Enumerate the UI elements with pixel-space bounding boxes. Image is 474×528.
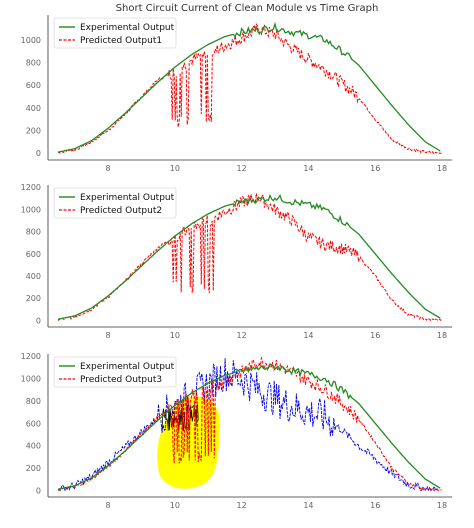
- overlap-dark-trace: [161, 403, 199, 432]
- y-tick-label: 400: [26, 442, 41, 451]
- y-tick-label: 200: [26, 127, 41, 136]
- y-tick-label: 0: [36, 149, 41, 158]
- series-experimental-output: [57, 193, 441, 320]
- legend-label-experimental: Experimental Output: [80, 193, 175, 203]
- x-tick-label: 10: [170, 501, 180, 510]
- x-tick-label: 8: [106, 501, 111, 510]
- chart-panel-3: 0 200 400 600 800 1000 1200 8 10 12 14 16 18 Experime…: [21, 352, 452, 510]
- x-tick-label: 12: [237, 331, 247, 340]
- y-tick-label: 800: [26, 59, 41, 68]
- y-tick-label: 600: [26, 81, 41, 90]
- legend-label-predicted: Predicted Output1: [80, 36, 162, 46]
- x-tick-label: 12: [237, 501, 247, 510]
- legend-label-predicted: Predicted Output3: [80, 375, 162, 385]
- series-experimental-output: [57, 21, 441, 153]
- x-tick-label: 14: [303, 164, 313, 173]
- y-tick-label: 1200: [21, 352, 41, 361]
- x-tick-label: 12: [237, 164, 247, 173]
- y-tick-label: 400: [26, 272, 41, 281]
- y-tick-label: 1000: [21, 36, 41, 45]
- legend-box: [53, 187, 177, 219]
- y-tick-label: 0: [36, 486, 41, 495]
- x-tick-label: 16: [370, 501, 380, 510]
- series-experimental-output: [57, 363, 441, 490]
- x-tick-label: 10: [170, 331, 180, 340]
- series-predicted-output: [57, 192, 442, 322]
- x-tick-label: 8: [106, 331, 111, 340]
- figure-title: Short Circuit Current of Clean Module vs…: [116, 3, 379, 14]
- legend-label-predicted: Predicted Output2: [80, 206, 162, 216]
- legend-label-experimental: Experimental Output: [80, 362, 175, 372]
- legend: Experimental Output Predicted Output2: [53, 187, 177, 219]
- x-tick-label: 14: [303, 501, 313, 510]
- x-tick-label: 14: [303, 331, 313, 340]
- chart-panel-2: 0 200 400 600 800 1000 1200 8 10 12 14 16 18 Experime…: [21, 183, 452, 340]
- legend-box: [53, 17, 177, 49]
- y-tick-label: 600: [26, 250, 41, 259]
- y-tick-label: 400: [26, 104, 41, 113]
- y-tick-label: 1200: [21, 183, 41, 192]
- x-tick-label: 16: [370, 331, 380, 340]
- x-tick-label: 18: [437, 164, 447, 173]
- y-tick-label: 1000: [21, 375, 41, 384]
- y-tick-label: 1000: [21, 205, 41, 214]
- x-tick-label: 16: [370, 164, 380, 173]
- y-tick-label: 800: [26, 397, 41, 406]
- y-tick-label: 0: [36, 316, 41, 325]
- legend: Experimental Output Predicted Output1: [53, 17, 177, 49]
- legend-box: [53, 356, 177, 388]
- legend-label-experimental: Experimental Output: [80, 23, 175, 33]
- y-tick-label: 200: [26, 294, 41, 303]
- x-tick-label: 10: [170, 164, 180, 173]
- y-tick-label: 800: [26, 228, 41, 237]
- y-tick-label: 200: [26, 464, 41, 473]
- x-tick-label: 8: [106, 164, 111, 173]
- blue-overlay-series: [57, 358, 438, 492]
- x-tick-label: 18: [437, 501, 447, 510]
- x-tick-label: 18: [437, 331, 447, 340]
- chart-panel-1: 0 200 400 600 800 1000 8 10 12 14 16 18 Experimental…: [21, 15, 452, 173]
- legend: Experimental Output Predicted Output3: [53, 356, 177, 388]
- y-tick-label: 600: [26, 419, 41, 428]
